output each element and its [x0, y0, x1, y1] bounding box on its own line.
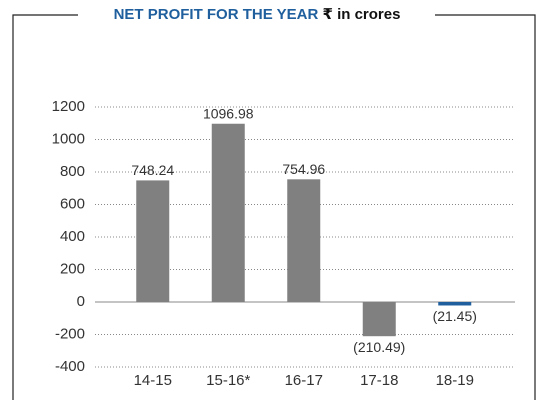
x-tick-label: 14-15 [134, 372, 172, 389]
y-tick-label: 400 [60, 228, 85, 245]
y-tick-label: 200 [60, 260, 85, 277]
value-label: 748.24 [131, 162, 174, 178]
frame [12, 14, 536, 400]
x-tick-label: 18-19 [436, 372, 474, 389]
y-tick-label: -200 [55, 325, 85, 342]
value-label: 1096.98 [203, 105, 254, 121]
value-label: 754.96 [282, 161, 325, 177]
bar [211, 123, 245, 302]
x-tick-label: 16-17 [285, 372, 323, 389]
value-label: (21.45) [433, 308, 477, 324]
y-tick-label: 800 [60, 163, 85, 180]
chart-title: NET PROFIT FOR THE YEAR [114, 6, 319, 23]
bar [362, 302, 396, 337]
y-tick-label: 1200 [52, 98, 85, 115]
value-label: (210.49) [353, 339, 405, 355]
bar [287, 179, 321, 302]
y-tick-label: 0 [77, 293, 85, 310]
bar [136, 180, 170, 302]
x-tick-label: 17-18 [360, 372, 398, 389]
x-tick-label: 15-16* [206, 372, 250, 389]
chart-subtitle: ₹ in crores [322, 6, 400, 23]
bar [438, 302, 472, 306]
y-tick-label: -400 [55, 358, 85, 375]
y-tick-label: 600 [60, 195, 85, 212]
y-tick-label: 1000 [52, 130, 85, 147]
chart-title-group: NET PROFIT FOR THE YEAR ₹ in crores [114, 6, 401, 23]
